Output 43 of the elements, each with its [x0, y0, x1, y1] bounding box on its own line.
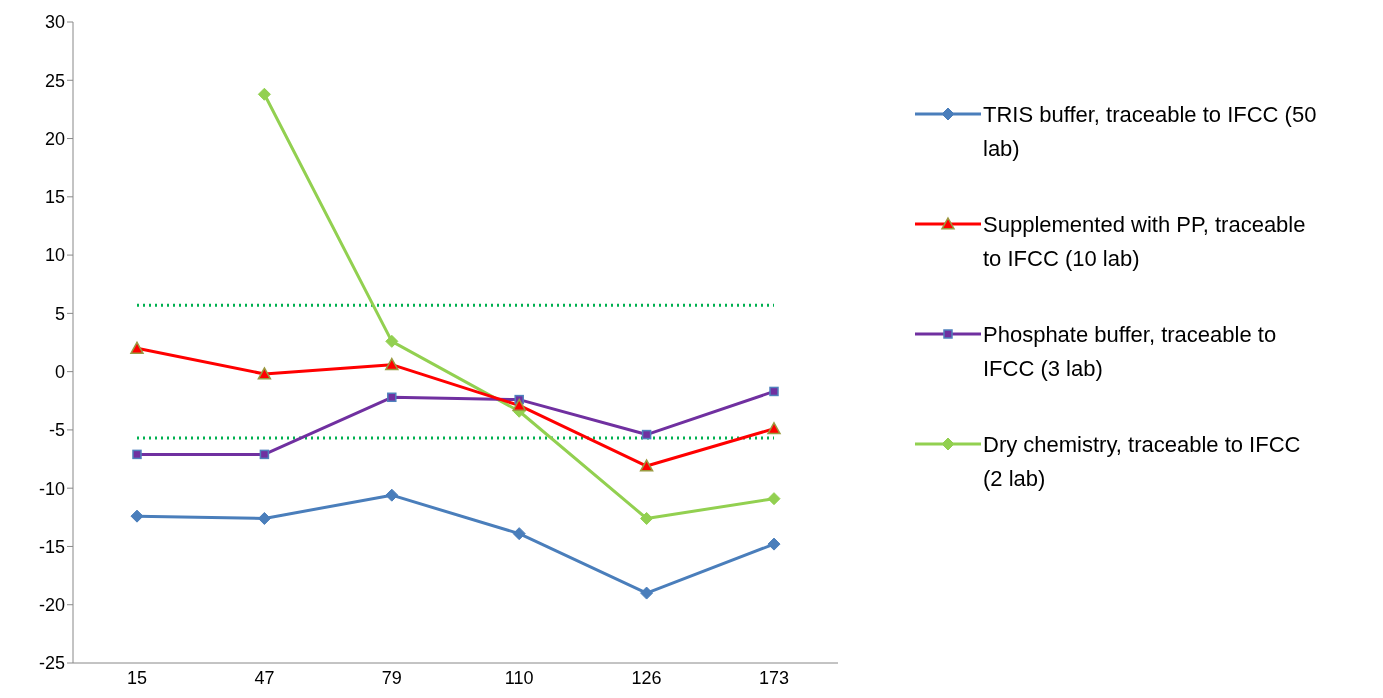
x-tick-label: 173	[758, 667, 790, 688]
y-tick-label: 20	[44, 128, 65, 149]
y-tick-label: -25	[38, 653, 65, 674]
point	[385, 357, 399, 371]
y-tick-label: -5	[48, 420, 65, 441]
point	[385, 334, 399, 348]
y-tick-label: 0	[54, 362, 65, 383]
y-tick-label: -15	[38, 536, 65, 557]
legend-label: Dry chemistry, traceable to IFCC (2 lab)	[983, 431, 1302, 493]
point	[387, 392, 397, 403]
point	[767, 537, 781, 551]
point	[385, 488, 399, 502]
y-tick-label: -20	[38, 595, 65, 616]
point	[130, 341, 144, 354]
point	[259, 449, 270, 460]
y-tick-label: 10	[44, 245, 65, 266]
point	[257, 367, 272, 380]
y-tick-label: 25	[44, 70, 65, 91]
point	[512, 527, 526, 541]
x-tick-label: 126	[631, 667, 662, 688]
point	[769, 386, 779, 397]
legend-label: Phosphate buffer, traceable to IFCC (3 lab)	[983, 321, 1278, 383]
point	[767, 492, 781, 506]
x-tick-label: 15	[126, 667, 148, 688]
x-tick-label: 47	[254, 667, 275, 688]
point	[767, 421, 781, 435]
point	[132, 449, 142, 460]
point	[257, 511, 271, 525]
y-tick-label: 15	[44, 187, 65, 208]
point	[639, 459, 654, 472]
legend-label: TRIS buffer, traceable to IFCC (50 lab)	[983, 101, 1318, 163]
point	[130, 509, 144, 523]
point	[640, 586, 654, 600]
y-tick-label: 5	[54, 303, 65, 324]
point	[641, 429, 652, 440]
y-tick-label: -10	[38, 478, 65, 499]
point	[512, 398, 526, 411]
x-tick-label: 79	[381, 667, 402, 688]
point	[257, 87, 271, 101]
legend-label: Supplemented with PP, traceable to IFCC (10 lab)	[983, 211, 1307, 273]
y-tick-label: 30	[44, 12, 65, 33]
x-tick-label: 110	[504, 667, 534, 688]
point	[640, 511, 654, 525]
